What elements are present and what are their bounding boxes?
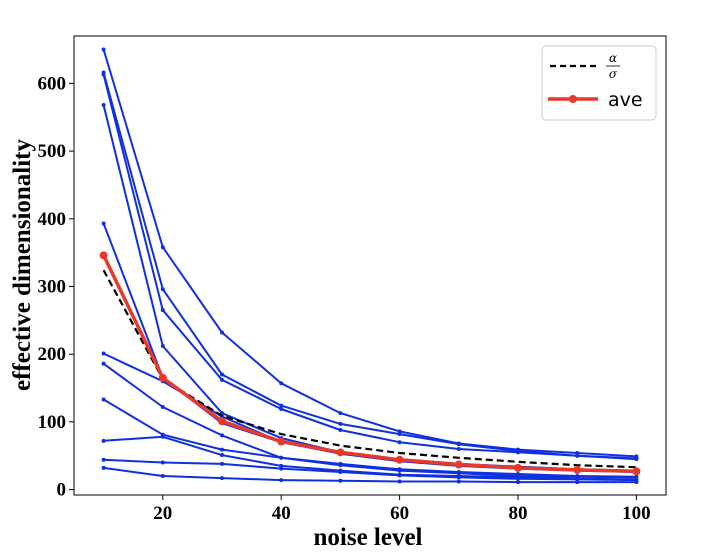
data-point <box>397 468 402 473</box>
series-line-individual-10 <box>103 458 637 482</box>
data-point <box>397 440 402 445</box>
y-tick-label: 600 <box>38 73 67 94</box>
data-point <box>220 447 224 452</box>
x-tick-label: 60 <box>390 503 409 524</box>
series-individual-10 <box>101 457 639 483</box>
series-line-individual-3 <box>102 74 637 461</box>
legend-ave-marker <box>569 95 577 103</box>
x-tick-label: 20 <box>153 503 172 524</box>
y-tick-label: 300 <box>38 276 67 297</box>
ave-point <box>573 465 582 474</box>
data-point <box>101 47 106 52</box>
y-tick-label: 400 <box>38 209 67 230</box>
data-point <box>101 72 106 77</box>
data-point <box>101 397 106 402</box>
data-point <box>220 461 224 466</box>
x-tick-label: 100 <box>622 503 651 524</box>
legend-alpha: α <box>609 51 617 65</box>
ave-point <box>336 448 345 457</box>
series-line-individual-1 <box>102 49 637 458</box>
data-point <box>160 344 165 349</box>
data-point <box>220 453 224 458</box>
series-line-individual-11 <box>103 466 637 484</box>
data-point <box>160 460 165 465</box>
data-point <box>338 478 343 483</box>
series-line-individual-7 <box>103 362 637 478</box>
ave-point <box>218 417 226 426</box>
data-point <box>279 403 284 408</box>
data-point <box>279 466 284 471</box>
y-tick-label: 500 <box>38 141 67 162</box>
ave-point <box>99 251 108 260</box>
data-point <box>456 446 461 451</box>
data-point <box>101 465 106 470</box>
data-point <box>220 372 224 377</box>
data-point <box>338 469 343 474</box>
data-point <box>101 221 106 226</box>
ave-point <box>632 467 641 476</box>
series-layer <box>99 47 641 485</box>
data-point <box>338 428 343 433</box>
legend: α σ ave <box>541 45 657 121</box>
data-point <box>456 475 461 480</box>
series-individual-11 <box>101 465 639 485</box>
data-point <box>101 438 106 443</box>
ave-point <box>514 463 522 472</box>
y-axis-label: effective dimensionality <box>9 138 36 391</box>
y-tick-label: 0 <box>57 480 67 501</box>
data-point <box>516 476 520 481</box>
axis-layer: 20 40 60 80 100 0 100 200 300 400 500 600 <box>38 73 651 524</box>
x-axis-label: noise level <box>313 524 422 551</box>
series-line-individual-8 <box>103 398 637 479</box>
ave-point <box>395 455 404 464</box>
legend-sigma: σ <box>609 67 618 81</box>
data-point <box>634 457 639 462</box>
data-point <box>575 480 580 485</box>
data-point <box>279 478 284 483</box>
data-point <box>397 432 402 437</box>
data-point <box>279 455 284 460</box>
series-line-ave <box>102 254 637 474</box>
data-point <box>338 463 343 468</box>
legend-ave-label: ave <box>608 89 643 111</box>
data-point <box>220 377 224 382</box>
x-tick-label: 80 <box>509 503 528 524</box>
series-ave <box>99 251 641 476</box>
data-point <box>220 330 224 335</box>
ave-point <box>277 437 286 446</box>
series-line-individual-9 <box>103 435 637 481</box>
data-point <box>575 453 580 458</box>
data-point <box>160 287 165 292</box>
data-point <box>220 476 224 481</box>
data-point <box>397 473 402 478</box>
data-point <box>456 442 461 447</box>
data-point <box>516 480 520 485</box>
data-point <box>101 103 106 108</box>
data-point <box>634 480 639 485</box>
data-point <box>160 434 165 439</box>
data-point <box>160 404 165 409</box>
data-point <box>101 351 106 356</box>
data-point <box>160 308 165 313</box>
data-point <box>279 381 284 386</box>
data-point <box>516 450 520 455</box>
data-point <box>220 433 224 438</box>
data-point <box>160 245 165 250</box>
data-point <box>338 421 343 426</box>
data-point <box>279 407 284 412</box>
data-point <box>160 474 165 479</box>
x-tick-label: 40 <box>272 503 291 524</box>
y-tick-label: 200 <box>38 344 67 365</box>
data-point <box>397 479 402 484</box>
ave-point <box>158 373 167 382</box>
series-individual-3 <box>101 72 639 462</box>
y-tick-label: 100 <box>38 412 67 433</box>
ave-point <box>454 460 463 469</box>
data-point <box>456 479 461 484</box>
data-point <box>338 411 343 416</box>
data-point <box>101 457 106 462</box>
data-point <box>101 361 106 366</box>
